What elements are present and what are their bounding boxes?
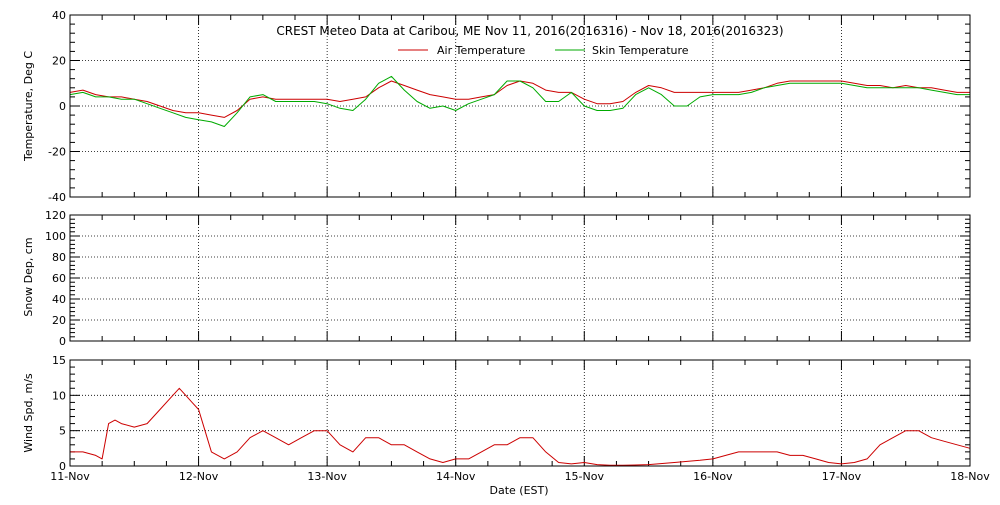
chart-title: CREST Meteo Data at Caribou, ME Nov 11, … bbox=[276, 24, 783, 38]
temperature-ytick-label: 20 bbox=[52, 55, 66, 68]
wind-speed-ytick-label: 10 bbox=[52, 389, 66, 402]
legend-label-skin: Skin Temperature bbox=[592, 44, 689, 57]
temperature-ytick-label: -20 bbox=[48, 146, 66, 159]
x-tick-label: 18-Nov bbox=[950, 470, 990, 483]
snow-depth-ytick-label: 20 bbox=[52, 314, 66, 327]
x-axis-title: Date (EST) bbox=[489, 484, 548, 497]
x-tick-label: 15-Nov bbox=[565, 470, 605, 483]
legend: Air Temperature Skin Temperature bbox=[398, 44, 689, 57]
temperature-series-skin-temperature bbox=[69, 75, 970, 127]
x-tick-labels: 11-Nov 12-Nov 13-Nov 14-Nov 15-Nov 16-Nov 17-N… bbox=[50, 470, 990, 483]
x-tick-label: 14-Nov bbox=[436, 470, 476, 483]
snow-axis-title: Snow Dep, cm bbox=[22, 237, 35, 316]
x-tick-label: 17-Nov bbox=[822, 470, 862, 483]
x-tick-label: 16-Nov bbox=[693, 470, 733, 483]
wind-speed-frame bbox=[69, 359, 971, 467]
temperature-ytick-label: 40 bbox=[52, 9, 66, 22]
x-tick-label: 11-Nov bbox=[50, 470, 90, 483]
wind-speed-ytick-label: 5 bbox=[59, 425, 66, 438]
legend-label-air: Air Temperature bbox=[437, 44, 526, 57]
x-tick-label: 12-Nov bbox=[179, 470, 219, 483]
temperature-ytick-label: 0 bbox=[59, 100, 66, 113]
temperature-series-air-temperature bbox=[69, 80, 970, 118]
wind-axis-title: Wind Spd, m/s bbox=[22, 373, 35, 453]
wind-speed-panel: 0 5 10 15 bbox=[52, 354, 971, 473]
snow-depth-ytick-label: 100 bbox=[45, 230, 66, 243]
snow-depth-panel: 0 20 40 60 80 100 120 bbox=[45, 209, 971, 348]
wind-speed-ytick-label: 0 bbox=[59, 460, 66, 473]
snow-depth-frame bbox=[69, 214, 971, 342]
temperature-panel: -40 -20 0 20 40 bbox=[48, 9, 971, 204]
wind-speed-ytick-label: 15 bbox=[52, 354, 66, 367]
wind-speed-series-0 bbox=[70, 387, 971, 466]
snow-depth-ytick-label: 40 bbox=[52, 293, 66, 306]
snow-depth-ytick-label: 60 bbox=[52, 272, 66, 285]
temperature-frame bbox=[69, 14, 971, 198]
temperature-axis-title: Temperature, Deg C bbox=[22, 51, 35, 162]
snow-depth-ytick-label: 80 bbox=[52, 251, 66, 264]
snow-depth-ytick-label: 120 bbox=[45, 209, 66, 222]
x-tick-label: 13-Nov bbox=[307, 470, 347, 483]
temperature-ytick-label: -40 bbox=[48, 191, 66, 204]
snow-depth-ytick-label: 0 bbox=[59, 335, 66, 348]
